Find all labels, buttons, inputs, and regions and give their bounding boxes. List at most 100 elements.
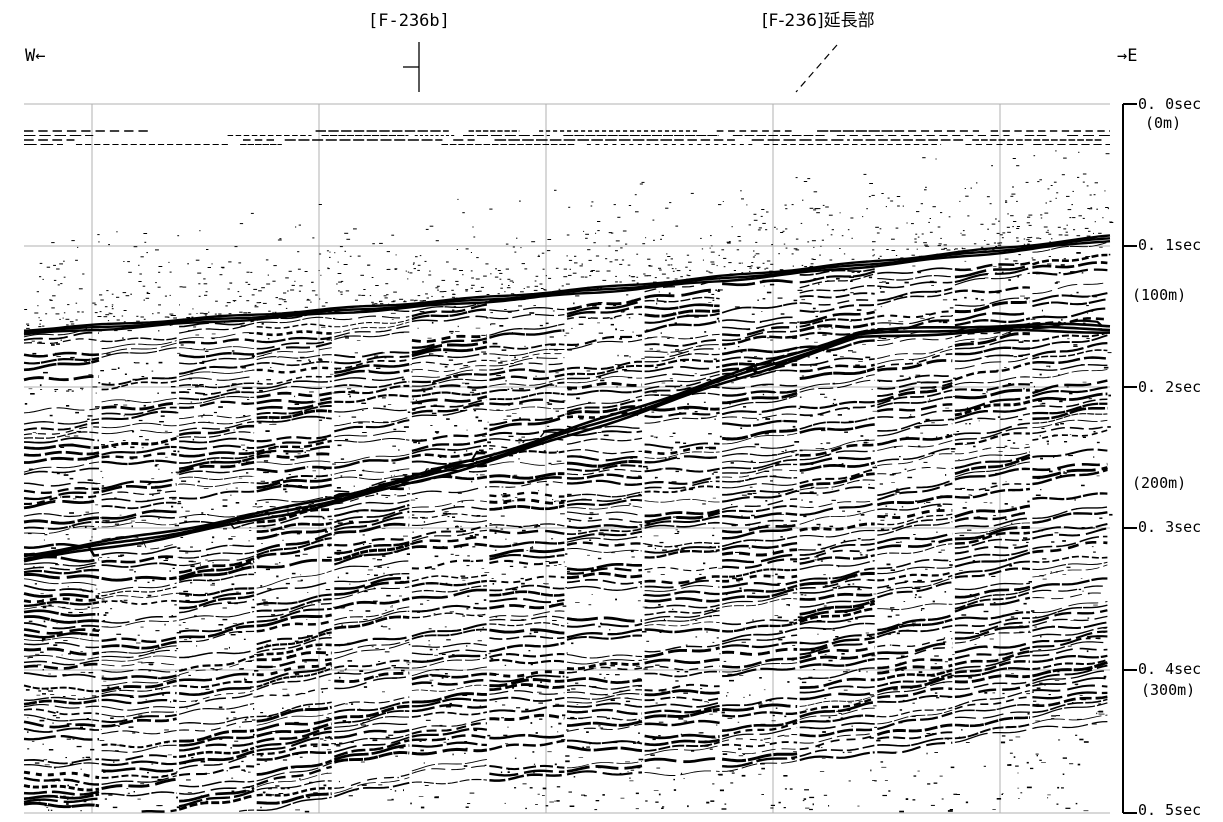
- reflection-speckle: [449, 330, 454, 333]
- reflection-speckle: [449, 611, 454, 613]
- reflection-speckle: [494, 701, 498, 703]
- subsurface-reflector: [411, 711, 488, 718]
- reflection-speckle: [1096, 712, 1098, 715]
- water-column-noise: [419, 255, 422, 257]
- reflection-speckle: [519, 449, 525, 451]
- reflection-speckle: [228, 538, 233, 540]
- depth-label: (300m): [1141, 681, 1196, 699]
- reflection-speckle: [95, 504, 99, 506]
- reflection-speckle: [477, 640, 482, 642]
- reflection-speckle: [542, 795, 545, 796]
- water-column-noise: [500, 287, 503, 289]
- water-column-noise: [602, 279, 607, 281]
- reflection-speckle: [117, 386, 121, 388]
- reflection-speckle: [361, 490, 366, 492]
- reflection-speckle: [774, 391, 777, 393]
- subsurface-reflector: [179, 690, 255, 703]
- reflection-speckle: [153, 509, 156, 511]
- water-column-noise: [737, 236, 741, 237]
- water-column-noise: [215, 300, 218, 302]
- reflection-speckle: [760, 739, 763, 741]
- reflection-speckle: [114, 330, 118, 332]
- reflection-speckle: [300, 332, 303, 334]
- reflection-speckle: [118, 555, 123, 557]
- subsurface-reflector: [954, 728, 1031, 744]
- reflection-speckle: [886, 563, 891, 566]
- subsurface-reflector: [334, 522, 410, 535]
- subsurface-reflector: [23, 578, 100, 587]
- reflection-speckle: [859, 552, 862, 554]
- water-column-noise: [1093, 194, 1096, 196]
- reflection-speckle: [533, 631, 539, 633]
- reflection-speckle: [797, 616, 803, 619]
- reflection-speckle: [627, 376, 633, 379]
- reflection-speckle: [690, 337, 693, 339]
- subsurface-reflector: [566, 468, 643, 476]
- reflection-speckle: [881, 766, 887, 768]
- water-column-noise: [207, 267, 211, 268]
- reflection-speckle: [72, 498, 77, 500]
- reflection-speckle: [149, 664, 153, 666]
- subsurface-reflector: [1032, 698, 1108, 714]
- reflection-speckle: [493, 452, 496, 455]
- reflection-speckle: [189, 637, 192, 639]
- reflection-speckle: [552, 434, 555, 436]
- reflection-speckle: [965, 801, 969, 804]
- reflection-speckle: [434, 654, 438, 656]
- reflection-speckle: [586, 731, 589, 733]
- reflection-speckle: [431, 412, 437, 415]
- reflection-speckle: [889, 644, 892, 646]
- reflection-speckle: [954, 675, 956, 678]
- water-column-noise: [784, 204, 787, 206]
- reflection-speckle: [916, 381, 921, 383]
- reflection-speckle: [191, 561, 196, 563]
- seafloor-reflector: [23, 237, 1111, 334]
- reflection-speckle: [801, 472, 804, 474]
- reflection-speckle: [262, 791, 266, 793]
- reflection-speckle: [363, 591, 368, 593]
- reflection-speckle: [758, 758, 762, 761]
- subsurface-reflector: [489, 575, 565, 584]
- water-column-noise: [329, 251, 331, 253]
- water-column-noise: [669, 202, 672, 204]
- seafloor-reflector: [23, 240, 1111, 336]
- reflection-speckle: [1031, 610, 1035, 612]
- water-column-noise: [540, 288, 544, 289]
- reflection-speckle: [444, 351, 448, 353]
- reflection-speckle: [235, 390, 240, 392]
- reflection-speckle: [501, 486, 504, 488]
- water-column-noise: [199, 312, 204, 314]
- subsurface-reflector: [178, 655, 255, 672]
- reflection-speckle: [304, 661, 307, 663]
- water-column-noise: [914, 238, 917, 240]
- reflection-speckle: [928, 352, 932, 354]
- reflection-speckle: [42, 606, 47, 609]
- water-column-noise: [1026, 239, 1030, 241]
- reflection-speckle: [562, 605, 567, 607]
- water-column-noise: [954, 249, 956, 251]
- subsurface-reflector: [256, 354, 332, 361]
- reflection-speckle: [731, 382, 734, 384]
- subsurface-reflector: [1032, 564, 1108, 578]
- reflection-speckle: [444, 511, 449, 513]
- water-column-noise: [157, 286, 161, 288]
- reflection-speckle: [771, 711, 775, 713]
- reflection-speckle: [480, 474, 485, 476]
- reflection-speckle: [693, 324, 698, 326]
- reflection-speckle: [563, 432, 568, 434]
- water-column-noise: [198, 295, 201, 297]
- water-column-noise: [728, 262, 732, 264]
- reflection-speckle: [455, 331, 460, 332]
- reflection-speckle: [203, 393, 208, 396]
- reflection-speckle: [337, 576, 339, 579]
- reflection-speckle: [815, 448, 821, 449]
- reflection-speckle: [899, 456, 901, 458]
- reflection-speckle: [66, 390, 70, 392]
- reflection-speckle: [282, 539, 284, 541]
- water-column-noise: [203, 278, 206, 280]
- reflection-speckle: [85, 723, 87, 725]
- reflection-speckle: [535, 804, 538, 805]
- reflection-speckle: [53, 500, 56, 501]
- subsurface-reflector: [721, 449, 798, 458]
- reflection-speckle: [351, 416, 357, 418]
